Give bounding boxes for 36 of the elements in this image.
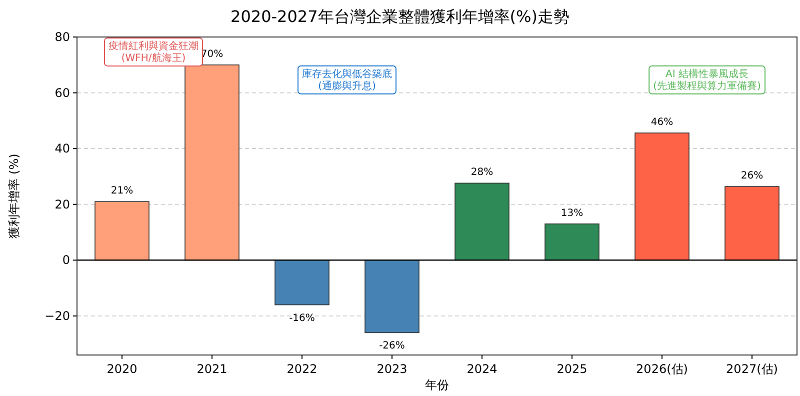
y-tick-label: 40 bbox=[54, 142, 70, 156]
y-tick-label: 20 bbox=[54, 197, 70, 212]
x-axis-title: 年份 bbox=[425, 378, 449, 392]
bar bbox=[544, 223, 600, 261]
chart-title: 2020-2027年台灣企業整體獲利年增率(%)走勢 bbox=[230, 7, 570, 26]
data-label: 46% bbox=[650, 116, 674, 128]
bar bbox=[634, 132, 690, 261]
x-tick-label: 2026(估) bbox=[636, 362, 688, 376]
bar bbox=[364, 260, 420, 334]
data-label: 28% bbox=[470, 167, 494, 178]
y-tick-label: −20 bbox=[44, 308, 70, 323]
x-tick-label: 2027(估) bbox=[726, 362, 778, 376]
x-tick-label: 2020 bbox=[106, 362, 138, 376]
annotation: AI 結構性暴風成長 (先進製程與算力軍備賽) bbox=[653, 68, 761, 92]
data-label: 26% bbox=[740, 170, 764, 182]
y-tick-label: 0 bbox=[62, 253, 70, 268]
y-tick-label: 80 bbox=[54, 30, 70, 44]
bar bbox=[724, 186, 780, 261]
data-label: -26% bbox=[379, 340, 405, 352]
bar bbox=[274, 260, 330, 306]
x-tick-label: 2021 bbox=[196, 362, 228, 376]
x-tick-label: 2024 bbox=[466, 362, 498, 376]
bar bbox=[184, 64, 240, 261]
x-tick-label: 2022 bbox=[286, 362, 318, 376]
y-axis-title: 獲利年增率 (%) bbox=[7, 154, 21, 238]
data-label: 21% bbox=[110, 186, 134, 197]
annotation: 庫存去化與低谷築底 (通膨與升息) bbox=[302, 68, 392, 92]
x-tick-label: 2025 bbox=[556, 362, 588, 376]
data-label: 13% bbox=[560, 208, 584, 219]
bar bbox=[94, 201, 150, 261]
annotation: 疫情紅利與資金狂潮 (WFH/航海王) bbox=[108, 40, 198, 64]
data-label: 70% bbox=[200, 48, 224, 60]
y-tick-label: 60 bbox=[54, 86, 70, 100]
x-tick-label: 2023 bbox=[376, 362, 408, 376]
bar bbox=[454, 182, 510, 261]
data-label: -16% bbox=[289, 312, 315, 324]
